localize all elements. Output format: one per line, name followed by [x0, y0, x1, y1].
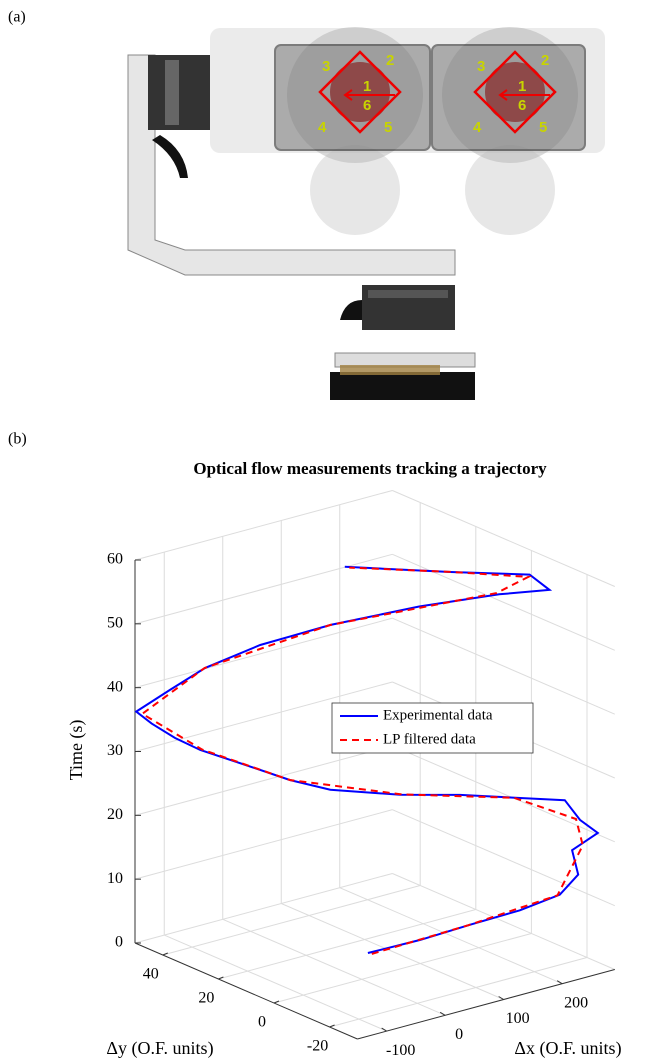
grid-line — [392, 873, 614, 969]
x-tick-label: 200 — [564, 994, 588, 1011]
z-tick-label: 60 — [107, 551, 123, 568]
x-tick-label: -100 — [386, 1042, 415, 1059]
sensor-number: 1 — [363, 78, 371, 95]
axis-line — [135, 943, 357, 1039]
x-tick-label: 0 — [455, 1026, 463, 1043]
y-tick-label: 0 — [258, 1014, 266, 1031]
sensor-number: 6 — [518, 97, 526, 114]
sensor-number: 2 — [541, 52, 549, 69]
legend-label: Experimental data — [383, 707, 493, 723]
sensor-number: 5 — [384, 119, 392, 136]
sensor-number: 6 — [363, 97, 371, 114]
grid-line — [392, 554, 614, 650]
grid-line — [223, 919, 445, 1015]
sensor-number: 3 — [477, 58, 485, 75]
sensor-number: 4 — [473, 119, 482, 136]
sensor-number: 4 — [318, 119, 327, 136]
grid-line — [340, 888, 562, 984]
sensor-number: 5 — [539, 119, 547, 136]
grid-line — [281, 904, 503, 1000]
legend-label: LP filtered data — [383, 731, 476, 747]
grid-line — [135, 746, 392, 816]
z-tick-label: 50 — [107, 615, 123, 632]
x-tick-label: 100 — [506, 1010, 530, 1027]
panel-label: (a) — [8, 9, 26, 26]
z-tick-label: 40 — [107, 678, 123, 695]
grid-line — [135, 554, 392, 624]
grid-line — [163, 885, 420, 955]
grid-line — [392, 810, 614, 906]
grid-line — [392, 618, 614, 714]
z-axis-label: Time (s) — [66, 720, 87, 781]
legend: Experimental data LP filtered data — [332, 703, 533, 753]
chart-title: Optical flow measurements tracking a tra… — [193, 459, 547, 478]
sensor-number: 2 — [386, 52, 394, 69]
grid-line — [135, 873, 392, 943]
x-axis-label: Δx (O.F. units) — [514, 1038, 621, 1059]
grid-line — [392, 490, 614, 586]
z-tick-label: 0 — [115, 934, 123, 951]
grid-line — [135, 810, 392, 880]
z-tick-label: 10 — [107, 870, 123, 887]
z-tick-label: 20 — [107, 806, 123, 823]
y-tick-label: -20 — [307, 1038, 328, 1055]
grid-line — [164, 935, 386, 1031]
grid-line — [392, 746, 614, 842]
sensor-number: 1 — [518, 78, 526, 95]
y-tick-label: 40 — [143, 966, 159, 983]
grid-line — [218, 909, 475, 979]
figure: (a) 3 2 1 6 4 5 3 2 1 6 4 5 — [0, 0, 663, 1063]
panel-label: (b) — [8, 431, 27, 448]
grid-line — [135, 490, 392, 560]
data-line — [142, 568, 583, 954]
sensor-number: 3 — [322, 58, 330, 75]
z-tick-label: 30 — [107, 742, 123, 759]
grid-line — [135, 618, 392, 688]
grid-line — [330, 957, 587, 1027]
y-axis-label: Δy (O.F. units) — [106, 1038, 213, 1059]
y-tick-label: 20 — [198, 990, 214, 1007]
